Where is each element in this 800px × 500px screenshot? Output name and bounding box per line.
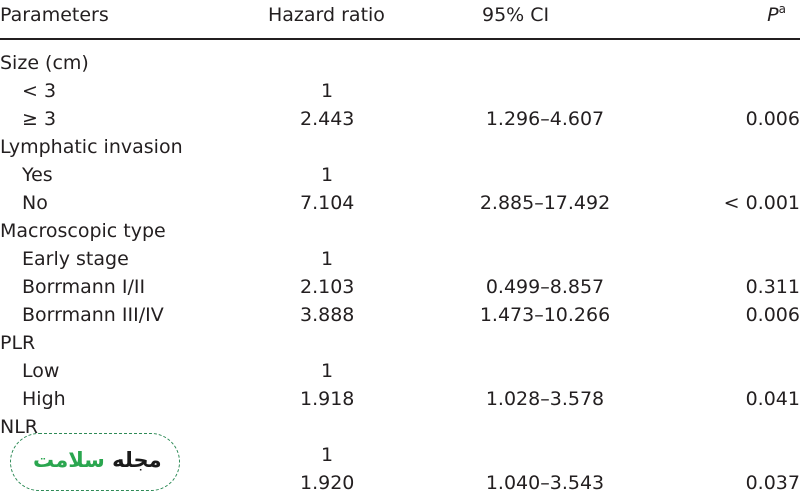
table-header: Parameters Hazard ratio 95% CI Pa — [0, 0, 800, 40]
cell-ci: 1.296–4.607 — [485, 108, 605, 130]
cell-parameter: < 3 — [22, 80, 57, 102]
cell-hazard-ratio: 3.888 — [300, 304, 355, 326]
table-row: PLR — [0, 332, 800, 360]
cell-hazard-ratio: 7.104 — [300, 192, 355, 214]
table-row: NLR — [0, 416, 800, 444]
cell-parameter: Macroscopic type — [0, 220, 166, 242]
cell-hazard-ratio: 1 — [320, 248, 334, 270]
table-row: ≥ 3 2.443 1.296–4.607 0.006 — [0, 108, 800, 136]
table-row: Size (cm) — [0, 52, 800, 80]
table-row: Macroscopic type — [0, 220, 800, 248]
cell-p-value: 0.311 — [745, 276, 800, 298]
cell-ci: 1.028–3.578 — [485, 388, 605, 410]
header-p-label: P — [767, 4, 779, 26]
cell-hazard-ratio: 1 — [320, 360, 334, 382]
header-hazard-ratio: Hazard ratio — [268, 4, 385, 26]
cell-parameter: Yes — [22, 164, 53, 186]
cell-hazard-ratio: 1.918 — [300, 388, 355, 410]
watermark-word-majale: مجله — [112, 448, 162, 472]
table-row: No 7.104 2.885–17.492 < 0.001 — [0, 192, 800, 220]
watermark-badge: مجله سلامت — [10, 433, 180, 491]
table-row: 1.920 1.040–3.543 0.037 — [0, 472, 800, 500]
header-p-value: Pa — [767, 2, 786, 26]
table-row: Lymphatic invasion — [0, 136, 800, 164]
cell-hazard-ratio: 2.103 — [300, 276, 355, 298]
cell-hazard-ratio: 2.443 — [300, 108, 355, 130]
cell-ci: 2.885–17.492 — [479, 192, 611, 214]
table-row: < 3 1 — [0, 80, 800, 108]
cell-parameter: Early stage — [22, 248, 129, 270]
cell-parameter: Borrmann I/II — [22, 276, 146, 298]
header-ci: 95% CI — [482, 4, 550, 26]
table-row: Yes 1 — [0, 164, 800, 192]
cell-parameter: ≥ 3 — [22, 108, 57, 130]
cell-ci: 1.473–10.266 — [479, 304, 611, 326]
cell-parameter: High — [22, 388, 66, 410]
cell-hazard-ratio: 1 — [320, 444, 334, 466]
cell-p-value: < 0.001 — [723, 192, 800, 214]
cell-p-value: 0.006 — [745, 304, 800, 326]
cell-parameter: Size (cm) — [0, 52, 89, 74]
table-row: 1 — [0, 444, 800, 472]
cell-p-value: 0.006 — [745, 108, 800, 130]
table-row: High 1.918 1.028–3.578 0.041 — [0, 388, 800, 416]
cell-p-value: 0.037 — [745, 472, 800, 494]
watermark-word-salamat: سلامت — [33, 448, 105, 472]
header-parameters: Parameters — [0, 4, 109, 26]
cell-parameter: Lymphatic invasion — [0, 136, 183, 158]
table-row: Borrmann III/IV 3.888 1.473–10.266 0.006 — [0, 304, 800, 332]
cell-parameter: NLR — [0, 416, 38, 438]
cell-parameter: Low — [22, 360, 60, 382]
cell-hazard-ratio: 1.920 — [300, 472, 355, 494]
cell-ci: 0.499–8.857 — [485, 276, 605, 298]
header-p-superscript: a — [778, 2, 786, 16]
cell-hazard-ratio: 1 — [320, 80, 334, 102]
cell-parameter: PLR — [0, 332, 36, 354]
table-row: Low 1 — [0, 360, 800, 388]
table-row: Early stage 1 — [0, 248, 800, 276]
cell-parameter: Borrmann III/IV — [22, 304, 164, 326]
cell-hazard-ratio: 1 — [320, 164, 334, 186]
cell-ci: 1.040–3.543 — [485, 472, 605, 494]
cell-parameter: No — [22, 192, 48, 214]
watermark-text: مجله سلامت — [33, 448, 162, 472]
cell-p-value: 0.041 — [745, 388, 800, 410]
table-row: Borrmann I/II 2.103 0.499–8.857 0.311 — [0, 276, 800, 304]
